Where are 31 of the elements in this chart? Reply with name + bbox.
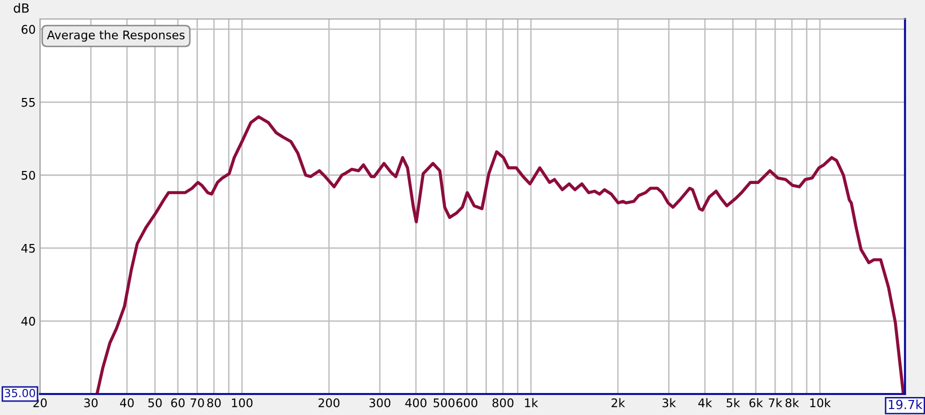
x-tick-label: 1k: [525, 398, 538, 408]
x-tick-label: 4k: [698, 398, 712, 408]
x-tick-label: 200: [318, 398, 340, 408]
x-tick-label: 80: [207, 398, 221, 408]
x-tick-label: 30: [84, 398, 98, 408]
x-tick-label: 70: [190, 398, 204, 408]
x-tick-label: 800: [492, 398, 514, 408]
x-tick-label: 600: [456, 398, 478, 408]
x-tick-label: 6k: [749, 398, 763, 408]
x-tick-label: 60: [171, 398, 185, 408]
x-tick-label: 400: [405, 398, 426, 408]
x-tick-label: 8k: [786, 398, 800, 408]
x-tick-label: 40: [120, 398, 134, 408]
x-tick-label: 7k: [768, 398, 782, 408]
text: 35.00: [4, 388, 36, 398]
x-tick-label: 2k: [612, 398, 626, 408]
text: 19.7k: [888, 400, 922, 410]
y-tick-label: 40: [21, 316, 36, 326]
x-tick-label: 50: [148, 398, 162, 408]
x-tick-label: 10k: [810, 398, 831, 408]
x-tick-label: 500: [434, 398, 454, 408]
x-tick-label: 3k: [662, 398, 676, 408]
annotation: Average the Responses: [47, 30, 185, 42]
y-tick-label: 50: [22, 170, 36, 180]
x-tick-label: 100: [232, 398, 252, 408]
x-tick-label: 300: [369, 398, 390, 408]
y-tick-label: 45: [21, 244, 35, 253]
y-tick-label: 55: [22, 98, 35, 107]
y-tick-label: 60: [22, 24, 36, 34]
x-tick-label: 5k: [726, 398, 740, 408]
y-axis-title: dB: [14, 3, 29, 13]
